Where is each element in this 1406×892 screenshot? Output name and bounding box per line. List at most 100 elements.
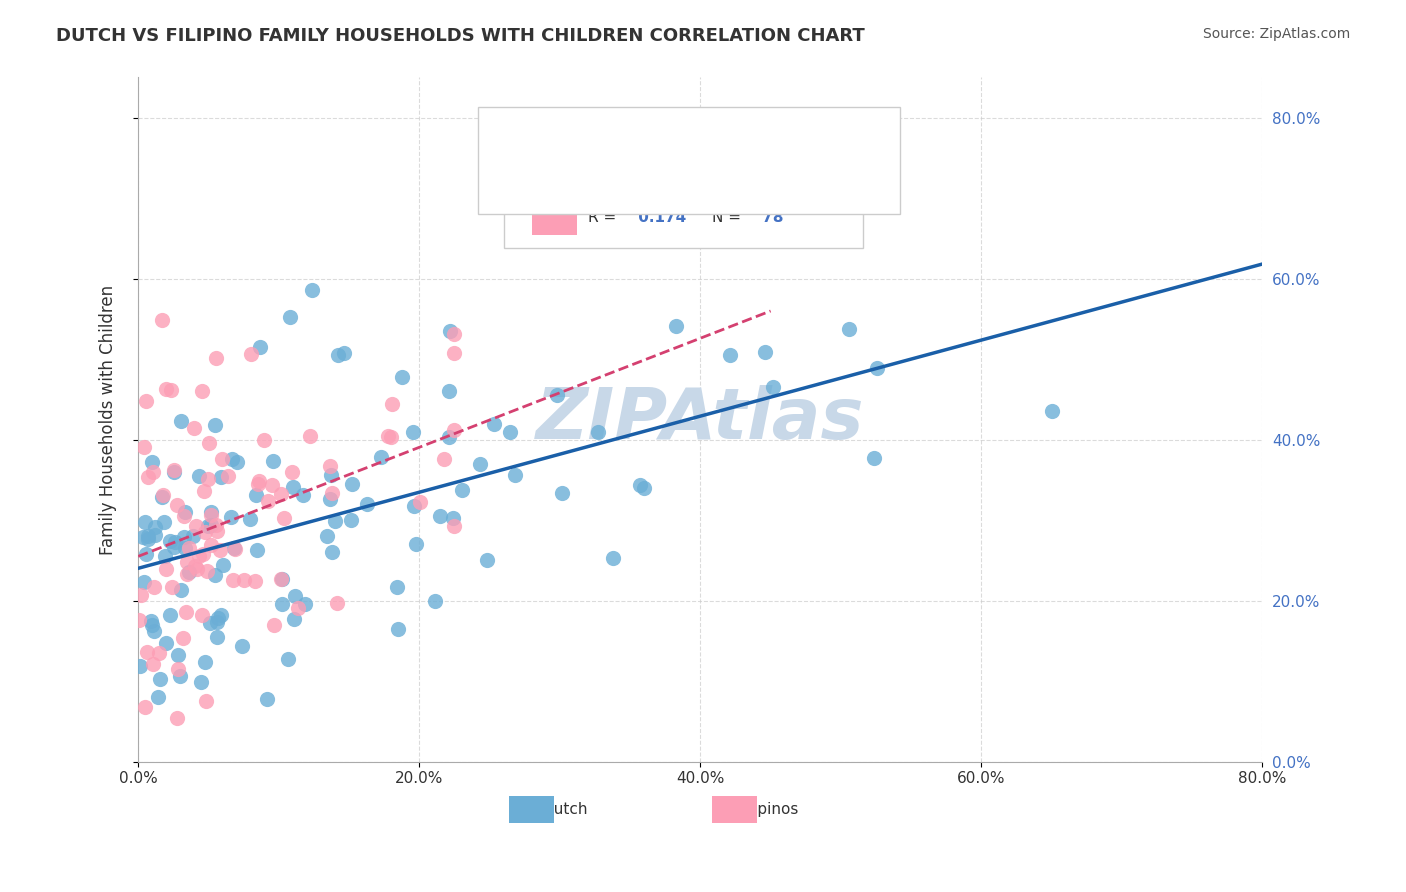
Point <box>484 417 506 431</box>
Point <box>231 639 253 653</box>
Point <box>181 529 204 543</box>
Point <box>187 469 209 483</box>
Point <box>148 646 170 660</box>
Point <box>205 615 228 629</box>
Point <box>159 534 181 549</box>
FancyBboxPatch shape <box>711 796 756 823</box>
Point <box>163 463 186 477</box>
Point <box>546 388 568 402</box>
Point <box>280 310 302 324</box>
Point <box>405 537 427 551</box>
Point <box>159 607 181 622</box>
Point <box>191 547 214 561</box>
Point <box>333 345 356 359</box>
Point <box>370 450 392 464</box>
Point <box>443 519 465 533</box>
Point <box>143 528 166 542</box>
Point <box>838 322 860 336</box>
Point <box>437 384 460 399</box>
Point <box>166 711 188 725</box>
Point <box>754 345 776 359</box>
Point <box>134 515 156 529</box>
Point <box>301 283 323 297</box>
Point <box>602 551 624 566</box>
Point <box>142 580 165 594</box>
Point <box>224 541 246 555</box>
Point <box>183 558 205 573</box>
Point <box>253 434 276 448</box>
Point <box>443 346 465 360</box>
Point <box>153 516 176 530</box>
Point <box>380 430 402 444</box>
Text: Dutch: Dutch <box>543 802 588 817</box>
Point <box>173 530 195 544</box>
Point <box>316 529 339 543</box>
Point <box>200 508 222 522</box>
Point <box>155 382 177 396</box>
Point <box>270 597 292 611</box>
Point <box>177 541 200 555</box>
Point <box>319 467 342 482</box>
Point <box>270 572 292 586</box>
Point <box>224 541 246 556</box>
FancyBboxPatch shape <box>531 163 576 201</box>
Point <box>142 466 165 480</box>
Point <box>433 451 456 466</box>
Point <box>271 572 294 586</box>
Point <box>149 672 172 686</box>
Point <box>356 497 378 511</box>
Point <box>170 582 193 597</box>
Point <box>160 383 183 397</box>
Point <box>326 596 349 610</box>
Point <box>551 485 574 500</box>
Point <box>262 477 284 491</box>
Point <box>238 512 260 526</box>
Point <box>170 414 193 428</box>
Point <box>292 488 315 502</box>
Point <box>284 589 307 603</box>
Point <box>281 465 304 479</box>
Point <box>429 508 451 523</box>
Point <box>319 458 342 473</box>
Point <box>294 597 316 611</box>
Point <box>150 313 173 327</box>
Text: R =: R = <box>588 172 616 187</box>
Point <box>273 510 295 524</box>
Point <box>243 574 266 588</box>
Point <box>200 517 222 532</box>
Point <box>503 468 526 483</box>
Point <box>377 429 399 443</box>
Point <box>141 455 163 469</box>
Point <box>209 607 232 622</box>
Point <box>186 562 208 576</box>
Point <box>468 457 491 471</box>
Point <box>863 451 886 466</box>
Text: DUTCH VS FILIPINO FAMILY HOUSEHOLDS WITH CHILDREN CORRELATION CHART: DUTCH VS FILIPINO FAMILY HOUSEHOLDS WITH… <box>56 27 865 45</box>
Point <box>146 690 169 705</box>
Point <box>402 425 425 439</box>
Point <box>209 470 232 484</box>
Point <box>263 618 285 632</box>
Point <box>150 490 173 504</box>
Point <box>197 471 219 485</box>
Point <box>1040 404 1063 418</box>
Point <box>167 662 190 676</box>
Point <box>183 421 205 435</box>
Point <box>249 340 271 354</box>
Point <box>270 487 292 501</box>
Point <box>340 477 363 491</box>
Point <box>257 494 280 508</box>
Point <box>132 574 155 589</box>
Point <box>174 541 197 555</box>
Point <box>141 618 163 632</box>
Point <box>340 513 363 527</box>
Point <box>475 553 498 567</box>
Text: 78: 78 <box>756 211 783 225</box>
Point <box>184 519 207 533</box>
FancyBboxPatch shape <box>509 796 554 823</box>
Point <box>177 566 200 580</box>
Point <box>205 351 228 365</box>
Point <box>380 397 402 411</box>
Point <box>219 509 242 524</box>
Point <box>190 384 212 399</box>
